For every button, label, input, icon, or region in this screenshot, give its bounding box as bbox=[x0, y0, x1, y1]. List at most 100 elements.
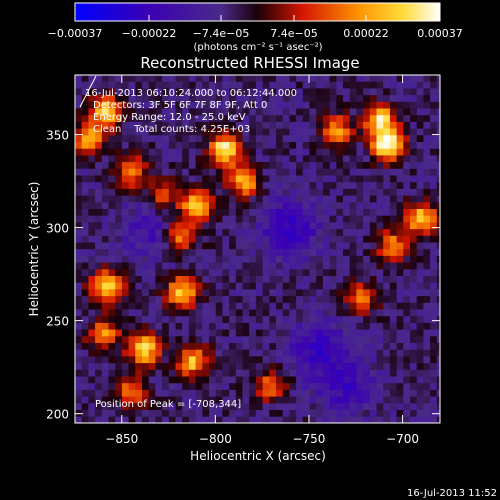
heatmap-cell bbox=[416, 396, 424, 404]
heatmap-cell bbox=[436, 222, 441, 230]
heatmap-cell bbox=[410, 121, 418, 129]
heatmap-cell bbox=[322, 115, 330, 123]
heatmap-cell bbox=[262, 175, 270, 183]
heatmap-cell bbox=[188, 343, 196, 351]
heatmap-cell bbox=[155, 108, 163, 116]
heatmap-cell bbox=[162, 121, 170, 129]
heatmap-cell bbox=[343, 168, 351, 176]
heatmap-cell bbox=[416, 101, 424, 109]
heatmap-cell bbox=[108, 389, 116, 397]
heatmap-cell bbox=[195, 396, 203, 404]
heatmap-cell bbox=[282, 222, 290, 230]
heatmap-cell bbox=[276, 222, 284, 230]
heatmap-cell bbox=[383, 115, 391, 123]
heatmap-cell bbox=[343, 282, 351, 290]
heatmap-cell bbox=[423, 209, 431, 217]
heatmap-cell bbox=[396, 175, 404, 183]
heatmap-cell bbox=[309, 182, 317, 190]
heatmap-cell bbox=[403, 155, 411, 163]
heatmap-cell bbox=[282, 289, 290, 297]
heatmap-cell bbox=[182, 168, 190, 176]
heatmap-cell bbox=[242, 289, 250, 297]
heatmap-cell bbox=[209, 229, 217, 237]
heatmap-cell bbox=[396, 329, 404, 337]
heatmap-cell bbox=[322, 309, 330, 317]
heatmap-cell bbox=[81, 389, 89, 397]
heatmap-cell bbox=[128, 269, 136, 277]
heatmap-cell bbox=[363, 289, 371, 297]
heatmap-cell bbox=[95, 128, 103, 136]
heatmap-cell bbox=[108, 162, 116, 170]
heatmap-cell bbox=[430, 356, 438, 364]
heatmap-cell bbox=[188, 209, 196, 217]
heatmap-cell bbox=[209, 383, 217, 391]
heatmap-cell bbox=[349, 403, 357, 411]
heatmap-cell bbox=[329, 121, 337, 129]
heatmap-cell bbox=[209, 269, 217, 277]
heatmap-cell bbox=[229, 95, 237, 103]
heatmap-cell bbox=[121, 81, 129, 89]
heatmap-cell bbox=[242, 101, 250, 109]
heatmap-cell bbox=[302, 302, 310, 310]
heatmap-cell bbox=[322, 215, 330, 223]
heatmap-cell bbox=[363, 376, 371, 384]
heatmap-cell bbox=[376, 209, 384, 217]
heatmap-cell bbox=[389, 101, 397, 109]
heatmap-cell bbox=[369, 155, 377, 163]
heatmap-cell bbox=[369, 235, 377, 243]
y-tick-label: 250 bbox=[46, 315, 69, 329]
heatmap-cell bbox=[396, 242, 404, 250]
heatmap-cell bbox=[322, 222, 330, 230]
heatmap-cell bbox=[175, 396, 183, 404]
heatmap-cell bbox=[242, 242, 250, 250]
heatmap-cell bbox=[162, 396, 170, 404]
heatmap-cell bbox=[242, 235, 250, 243]
heatmap-cell bbox=[75, 188, 83, 196]
heatmap-cell bbox=[222, 282, 230, 290]
heatmap-cell bbox=[436, 363, 441, 371]
heatmap-cell bbox=[416, 142, 424, 150]
heatmap-cell bbox=[316, 262, 324, 270]
heatmap-cell bbox=[269, 235, 277, 243]
heatmap-cell bbox=[396, 403, 404, 411]
heatmap-cell bbox=[249, 168, 257, 176]
heatmap-cell bbox=[142, 88, 150, 96]
heatmap-cell bbox=[296, 255, 304, 263]
heatmap-cell bbox=[115, 182, 123, 190]
heatmap-cell bbox=[88, 101, 96, 109]
heatmap-cell bbox=[430, 376, 438, 384]
heatmap-cell bbox=[249, 81, 257, 89]
heatmap-cell bbox=[235, 115, 243, 123]
heatmap-cell bbox=[349, 128, 357, 136]
heatmap-cell bbox=[209, 296, 217, 304]
heatmap-cell bbox=[309, 289, 317, 297]
heatmap-cell bbox=[215, 282, 223, 290]
heatmap-cell bbox=[356, 175, 364, 183]
heatmap-cell bbox=[322, 282, 330, 290]
heatmap-cell bbox=[182, 396, 190, 404]
heatmap-cell bbox=[249, 255, 257, 263]
heatmap-cell bbox=[135, 75, 143, 83]
heatmap-cell bbox=[296, 101, 304, 109]
heatmap-cell bbox=[115, 249, 123, 257]
heatmap-cell bbox=[135, 249, 143, 257]
heatmap-cell bbox=[302, 162, 310, 170]
heatmap-cell bbox=[316, 309, 324, 317]
heatmap-cell bbox=[309, 155, 317, 163]
heatmap-cell bbox=[115, 282, 123, 290]
heatmap-cell bbox=[235, 302, 243, 310]
heatmap-cell bbox=[249, 289, 257, 297]
heatmap-cell bbox=[249, 195, 257, 203]
heatmap-cell bbox=[81, 242, 89, 250]
heatmap-cell bbox=[349, 95, 357, 103]
heatmap-cell bbox=[329, 81, 337, 89]
heatmap-cell bbox=[101, 383, 109, 391]
heatmap-cell bbox=[162, 255, 170, 263]
heatmap-cell bbox=[108, 410, 116, 418]
heatmap-cell bbox=[296, 209, 304, 217]
heatmap-cell bbox=[121, 416, 129, 424]
heatmap-cell bbox=[336, 168, 344, 176]
heatmap-cell bbox=[383, 309, 391, 317]
heatmap-cell bbox=[88, 383, 96, 391]
heatmap-cell bbox=[309, 195, 317, 203]
